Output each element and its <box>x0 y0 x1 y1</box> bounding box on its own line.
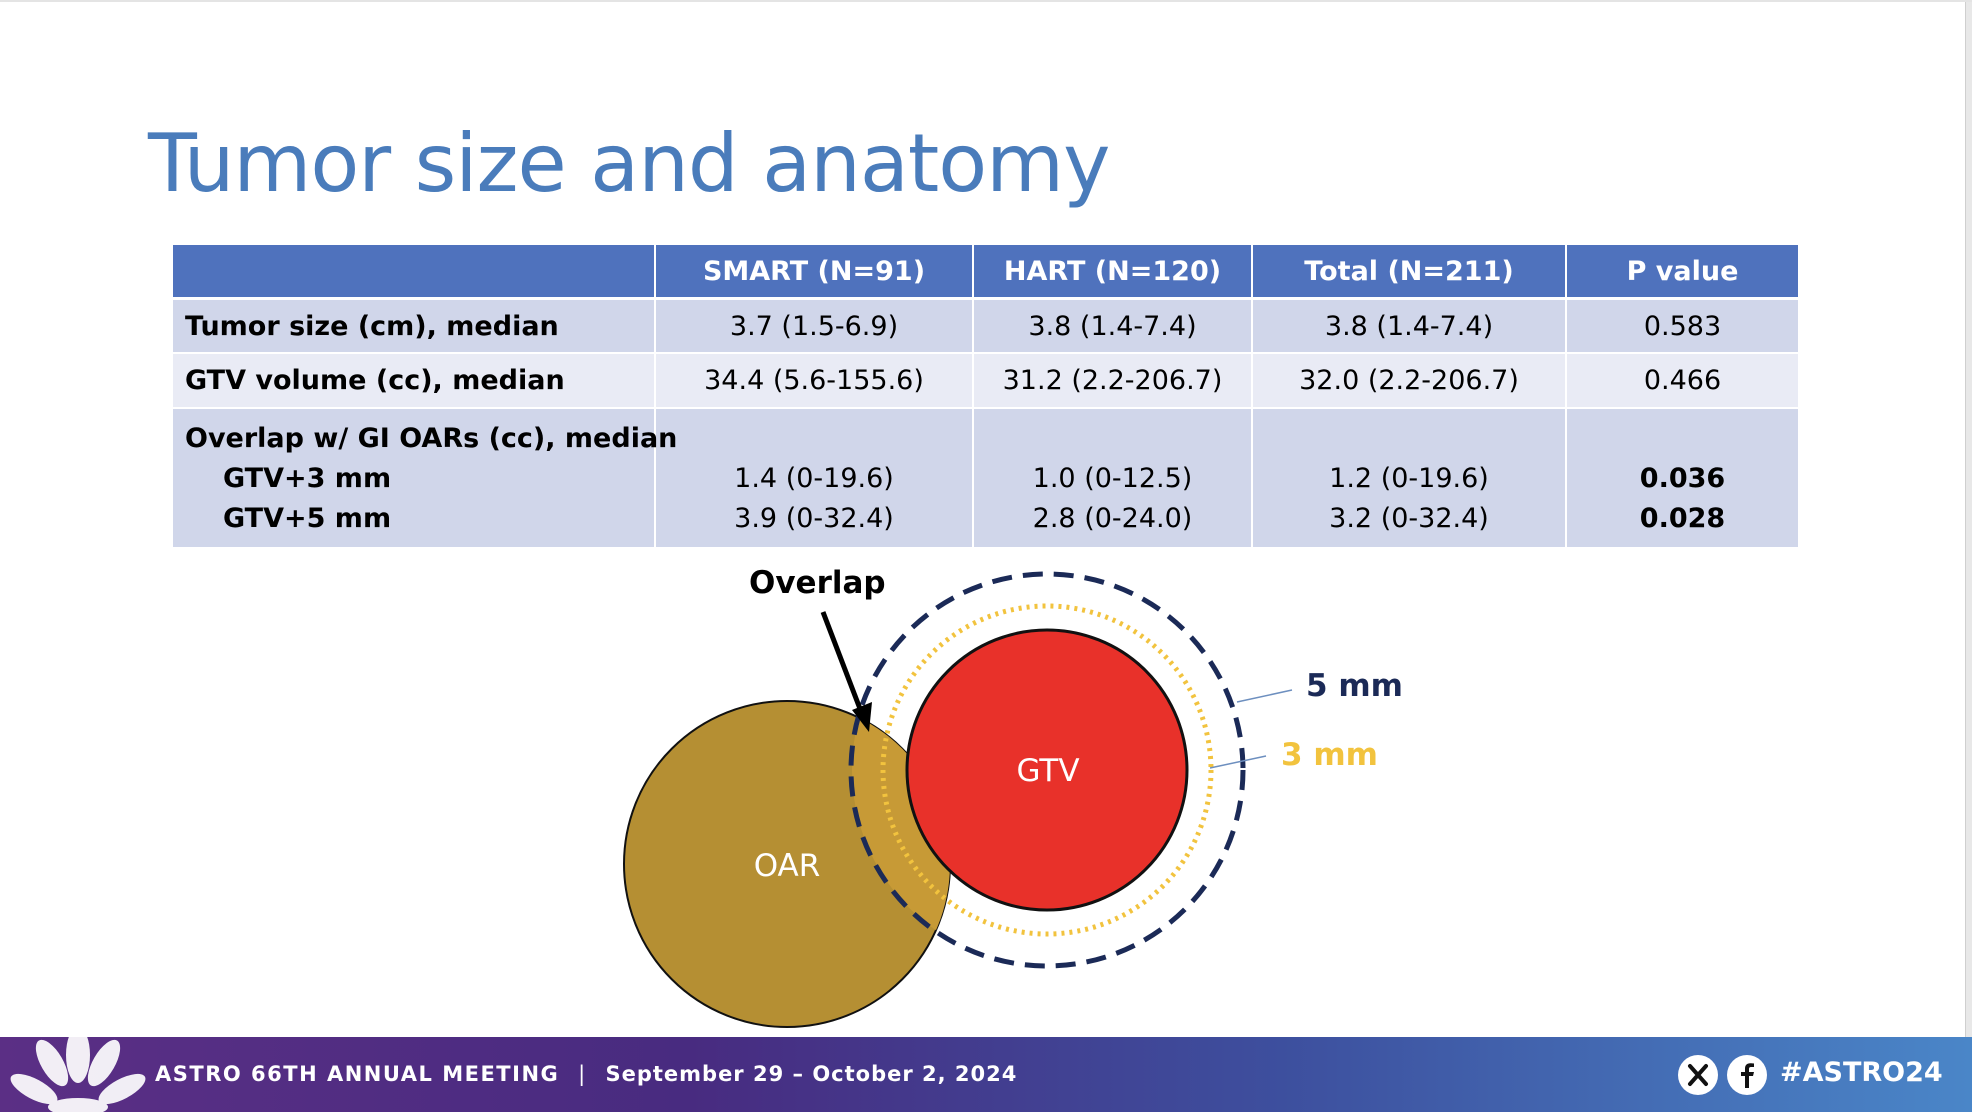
header-p-value: P value <box>1566 245 1800 300</box>
cell-smart: 34.4 (5.6-155.6) <box>655 353 974 409</box>
cell-smart-overlap: 1.4 (0-19.6) 3.9 (0-32.4) <box>655 408 974 549</box>
sub-label-gtv3: GTV+3 mm <box>223 463 392 494</box>
table-row: GTV volume (cc), median 34.4 (5.6-155.6)… <box>173 353 1800 409</box>
cell-total: 3.8 (1.4-7.4) <box>1252 298 1567 354</box>
cell-hart-gtv3: 1.0 (0-12.5) <box>1032 463 1193 494</box>
cell-hart-overlap: 1.0 (0-12.5) 2.8 (0-24.0) <box>973 408 1253 549</box>
overlap-heading: Overlap w/ GI OARs (cc), median <box>185 423 678 454</box>
facebook-icon[interactable] <box>1727 1055 1767 1095</box>
cell-hart-gtv5: 2.8 (0-24.0) <box>1032 503 1193 534</box>
row-label: Tumor size (cm), median <box>173 298 656 354</box>
overlap-arrow-shaft <box>820 611 865 715</box>
table-row: Tumor size (cm), median 3.7 (1.5-6.9) 3.… <box>173 298 1800 354</box>
header-total: Total (N=211) <box>1252 245 1567 300</box>
sub-label-gtv5: GTV+5 mm <box>223 503 392 534</box>
hashtag: #ASTRO24 <box>1780 1057 1943 1088</box>
lotus-logo-icon <box>10 1037 146 1112</box>
meeting-name: ASTRO 66TH ANNUAL MEETING <box>155 1062 560 1086</box>
data-table: SMART (N=91) HART (N=120) Total (N=211) … <box>173 245 1800 549</box>
cell-smart-gtv5: 3.9 (0-32.4) <box>734 503 894 534</box>
oar-label: OAR <box>754 848 821 884</box>
row-label: GTV volume (cc), median <box>173 353 656 409</box>
cell-p-gtv3: 0.036 <box>1639 463 1726 494</box>
table-header-row: SMART (N=91) HART (N=120) Total (N=211) … <box>173 245 1800 300</box>
cell-hart: 31.2 (2.2-206.7) <box>973 353 1253 409</box>
overlap-arrow-head <box>852 702 872 732</box>
leader-3mm <box>1209 755 1267 769</box>
margin-5mm-label: 5 mm <box>1306 668 1403 704</box>
cell-smart-gtv3: 1.4 (0-19.6) <box>734 463 894 494</box>
header-hart: HART (N=120) <box>973 245 1253 300</box>
margin-3mm-ring <box>880 603 1214 937</box>
margin-3mm-label: 3 mm <box>1281 737 1378 773</box>
cell-smart: 3.7 (1.5-6.9) <box>655 298 974 354</box>
footer-separator: | <box>578 1062 587 1086</box>
leader-5mm <box>1236 689 1293 703</box>
header-smart: SMART (N=91) <box>655 245 974 300</box>
footer-text: ASTRO 66TH ANNUAL MEETING | September 29… <box>155 1037 1017 1112</box>
meeting-dates: September 29 – October 2, 2024 <box>605 1062 1018 1086</box>
row-label-overlap: Overlap w/ GI OARs (cc), median GTV+3 mm… <box>173 408 678 549</box>
margin-5mm-ring <box>848 571 1246 969</box>
overlap-label: Overlap <box>749 565 886 601</box>
scrollbar-strip[interactable] <box>1965 2 1972 1112</box>
header-blank <box>173 245 656 300</box>
x-icon[interactable] <box>1678 1055 1718 1095</box>
table-row-overlap: Overlap w/ GI OARs (cc), median GTV+3 mm… <box>173 408 1800 549</box>
cell-total-gtv3: 1.2 (0-19.6) <box>1329 463 1489 494</box>
cell-total-overlap: 1.2 (0-19.6) 3.2 (0-32.4) <box>1252 408 1567 549</box>
cell-total: 32.0 (2.2-206.7) <box>1252 353 1567 409</box>
gtv-circle <box>905 628 1189 912</box>
cell-total-gtv5: 3.2 (0-32.4) <box>1329 503 1489 534</box>
gtv-label: GTV <box>1016 753 1079 789</box>
cell-p-value: 0.583 <box>1566 298 1800 354</box>
cell-p-value: 0.466 <box>1566 353 1800 409</box>
cell-p-overlap: 0.036 0.028 <box>1566 408 1800 549</box>
slide-title: Tumor size and anatomy <box>148 117 1110 210</box>
footer-bar: ASTRO 66TH ANNUAL MEETING | September 29… <box>0 1037 1972 1112</box>
cell-hart: 3.8 (1.4-7.4) <box>973 298 1253 354</box>
cell-p-gtv5: 0.028 <box>1639 503 1726 534</box>
